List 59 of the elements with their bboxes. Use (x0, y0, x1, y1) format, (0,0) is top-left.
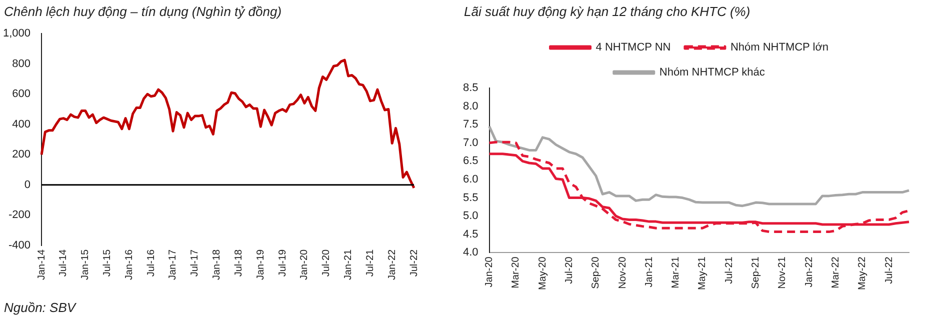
x-tick-label: Jul-22 (884, 256, 895, 284)
x-tick-label: Jan-20 (484, 256, 496, 288)
x-tick-label: Sep-20 (590, 256, 602, 289)
y-tick-label: 4.0 (462, 246, 478, 259)
y-tick-label: 800 (12, 58, 31, 70)
x-tick-label: Sep-21 (750, 256, 762, 289)
y-tick-label: 200 (12, 148, 31, 161)
x-tick-label: Jul-17 (190, 249, 201, 277)
chart-title: Lãi suất huy động kỳ hạn 12 tháng cho KHTC (%) (464, 4, 752, 21)
x-tick-label: May-21 (697, 256, 708, 290)
x-tick-label: Jul-16 (146, 249, 157, 277)
x-tick-label: Jan-17 (168, 248, 179, 280)
x-tick-label: Jan-16 (124, 248, 135, 280)
x-tick-label: Jan-20 (299, 248, 310, 280)
x-tick-label: Mar-21 (670, 256, 682, 288)
y-tick-label: 7.0 (462, 136, 478, 149)
x-tick-label: May-22 (857, 256, 868, 290)
legend-label: 4 NHTMCP NN (596, 42, 671, 54)
x-tick-label: May-20 (537, 256, 548, 290)
x-tick-label: Jan-21 (343, 248, 354, 280)
y-tick-label: 8.0 (462, 100, 478, 112)
text: Nguồn: SBV (4, 300, 76, 315)
x-tick-label: Jul-20 (321, 249, 332, 277)
y-tick-label: -400 (8, 239, 31, 252)
y-tick-label: 7.5 (462, 118, 478, 131)
x-tick-label: Mar-20 (510, 256, 522, 288)
x-tick-label: Jul-14 (58, 249, 70, 277)
x-tick-label: Jul-18 (233, 249, 244, 277)
x-tick-label: Jan-19 (255, 248, 266, 280)
x-tick-label: Jan-22 (386, 248, 398, 280)
x-tick-label: Jul-21 (724, 256, 735, 284)
y-tick-label: 600 (12, 88, 31, 100)
x-tick-label: Jan-14 (36, 248, 48, 280)
legend-label: Nhóm NHTMCP khác (659, 66, 766, 79)
x-tick-label: Jan-18 (212, 248, 223, 280)
y-tick-label: 5.5 (462, 192, 478, 204)
x-tick-label: Jul-21 (364, 249, 376, 277)
chart-title: Chênh lệch huy động – tín dụng (Nghìn tỷ đồng) (4, 4, 283, 21)
line-series (488, 140, 910, 234)
y-tick-label: 400 (12, 118, 31, 130)
y-tick-label: -200 (8, 209, 31, 222)
y-tick-label: 4.5 (462, 228, 478, 240)
legend-label: Nhóm NHTMCP lớn (730, 42, 829, 54)
y-tick-label: 5.0 (462, 210, 478, 222)
x-tick-label: Jul-22 (408, 249, 420, 277)
y-tick-label: 6.0 (462, 174, 478, 186)
y-tick-label: 0 (24, 178, 31, 191)
x-tick-label: Jul-19 (277, 249, 288, 277)
y-tick-label: 8.5 (462, 82, 478, 94)
x-tick-label: Nov-21 (777, 256, 788, 289)
x-tick-label: Jul-15 (102, 249, 114, 277)
x-tick-label: Jan-22 (804, 256, 815, 288)
x-tick-label: Mar-22 (830, 256, 842, 288)
y-tick-label: 6.5 (462, 155, 478, 168)
x-tick-label: Jan-15 (80, 248, 92, 280)
x-tick-label: Jul-20 (564, 256, 575, 284)
y-tick-label: 1,000 (2, 28, 31, 40)
x-tick-label: Nov-20 (617, 256, 628, 289)
x-tick-label: Jan-21 (644, 256, 655, 288)
